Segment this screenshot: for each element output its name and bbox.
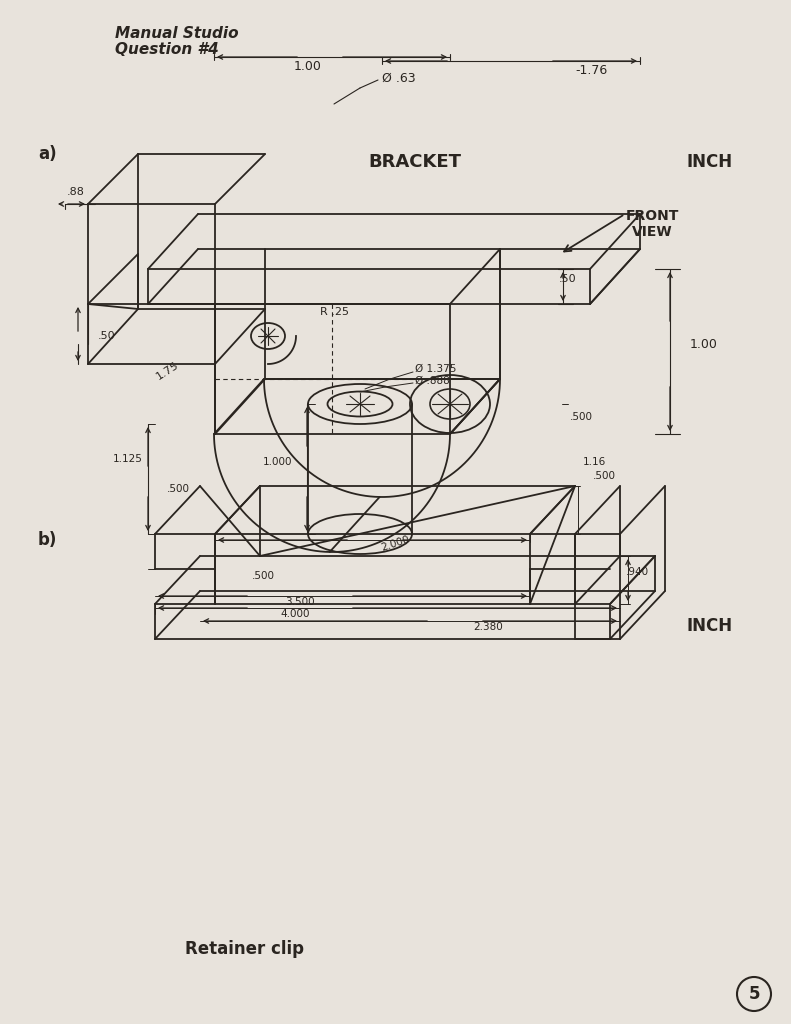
Text: .88: .88 bbox=[67, 187, 85, 197]
Text: R .25: R .25 bbox=[320, 307, 349, 317]
Text: BRACKET: BRACKET bbox=[369, 153, 461, 171]
Text: 4.000: 4.000 bbox=[280, 609, 310, 618]
Text: 1.000: 1.000 bbox=[263, 457, 292, 467]
Text: 1.75: 1.75 bbox=[155, 360, 181, 382]
Text: 1.125: 1.125 bbox=[113, 454, 143, 464]
Text: .50: .50 bbox=[98, 331, 115, 341]
Text: 3.500: 3.500 bbox=[286, 597, 315, 607]
Text: 2.380: 2.380 bbox=[473, 622, 503, 632]
Text: 1.00: 1.00 bbox=[690, 338, 718, 350]
Text: Retainer clip: Retainer clip bbox=[185, 940, 304, 958]
Text: Manual Studio: Manual Studio bbox=[115, 27, 239, 42]
Text: .50: .50 bbox=[559, 274, 577, 284]
Text: b): b) bbox=[38, 531, 58, 549]
Text: .500: .500 bbox=[166, 484, 190, 494]
Text: a): a) bbox=[38, 145, 57, 163]
Text: .500: .500 bbox=[252, 571, 274, 581]
Text: INCH: INCH bbox=[687, 617, 733, 635]
Text: -1.76: -1.76 bbox=[575, 65, 607, 78]
Text: INCH: INCH bbox=[687, 153, 733, 171]
Text: .940: .940 bbox=[626, 567, 649, 577]
Text: Question #4: Question #4 bbox=[115, 43, 219, 57]
Text: 1.00: 1.00 bbox=[294, 60, 322, 74]
Text: 2.000: 2.000 bbox=[380, 535, 411, 553]
Text: .500: .500 bbox=[593, 471, 616, 481]
Text: 5: 5 bbox=[748, 985, 759, 1002]
Text: FRONT
VIEW: FRONT VIEW bbox=[626, 209, 679, 239]
Text: Ø .888: Ø .888 bbox=[415, 376, 450, 386]
Text: .500: .500 bbox=[570, 412, 593, 422]
Text: 1.16: 1.16 bbox=[583, 457, 606, 467]
Text: Ø .63: Ø .63 bbox=[382, 72, 415, 85]
Text: Ø 1.375: Ø 1.375 bbox=[415, 364, 456, 374]
